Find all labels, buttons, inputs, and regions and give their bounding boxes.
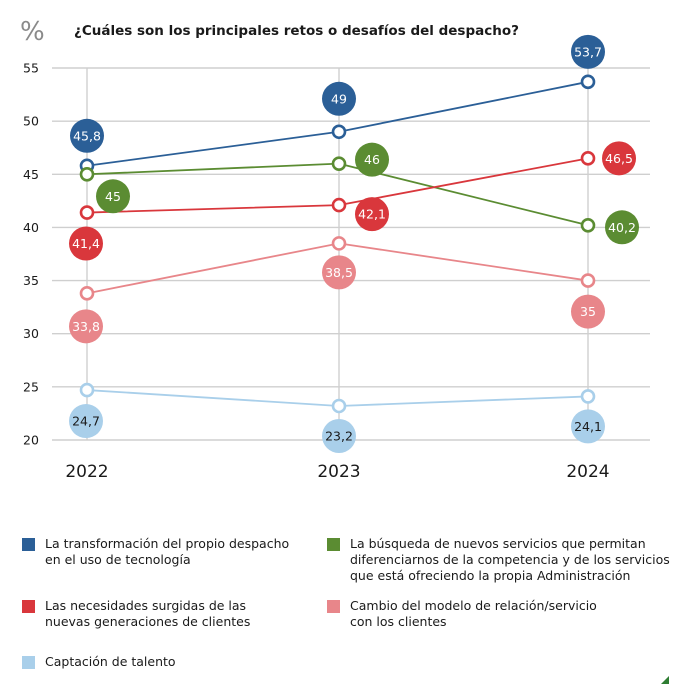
data-point	[580, 273, 596, 288]
data-label: 46	[364, 152, 380, 167]
legend-label: Las necesidades surgidas de las nuevas ge…	[45, 598, 250, 630]
legend-label-line: La transformación del propio despacho	[45, 536, 290, 551]
legend-swatch	[22, 538, 35, 551]
data-label: 49	[331, 91, 347, 106]
data-label: 38,5	[325, 265, 353, 280]
data-label: 24,1	[574, 419, 602, 434]
legend-label-line: Las necesidades surgidas de las	[45, 598, 247, 613]
data-label-bubble	[571, 294, 605, 329]
data-label: 40,2	[608, 220, 636, 235]
data-labels: 45,8 49 53,7 45 46 40,2 41,4 42,1 46,5 33,8 38,5 35…	[69, 34, 639, 453]
data-points	[79, 74, 596, 414]
data-label-bubble	[69, 226, 103, 261]
data-label: 35	[580, 304, 596, 319]
data-label: 42,1	[358, 207, 386, 222]
data-label: 45	[105, 189, 121, 204]
line-chart: % ¿Cuáles son los principales retos o de…	[20, 17, 650, 482]
y-axis-ticks: 55 50 45 40 35 30 25 20	[23, 61, 39, 448]
data-label-bubble	[322, 255, 356, 290]
legend-swatch	[22, 656, 35, 669]
x-tick-label: 2023	[317, 462, 360, 482]
data-label-bubble	[355, 197, 389, 232]
legend-swatch	[22, 600, 35, 613]
y-tick-label: 50	[23, 114, 39, 129]
y-tick-label: 35	[23, 273, 39, 288]
data-label: 53,7	[574, 44, 602, 59]
legend-label-line: diferenciarnos de la competencia y de lo…	[350, 552, 670, 567]
data-point	[331, 398, 347, 414]
legend-label: La búsqueda de nuevos servicios que perm…	[350, 536, 670, 584]
chart-title: ¿Cuáles son los principales retos o desa…	[74, 23, 519, 39]
data-point	[331, 124, 347, 140]
legend-label-line: en el uso de tecnología	[45, 552, 191, 567]
legend-label: Captación de talento	[45, 654, 176, 670]
data-label: 45,8	[73, 128, 101, 143]
data-label-bubble	[571, 34, 605, 69]
legend-label-line: nuevas generaciones de clientes	[45, 614, 251, 629]
data-point	[580, 74, 596, 90]
data-label-bubble	[602, 141, 636, 176]
data-point	[331, 236, 347, 251]
legend-label-line: Captación de talento	[45, 654, 176, 669]
x-axis-ticks: 2022 2023 2024	[65, 462, 609, 482]
legend-label-line: Cambio del modelo de relación/servicio	[350, 598, 597, 613]
legend-item: Captación de talento	[22, 654, 176, 670]
legend-item: La transformación del propio despacho en …	[22, 536, 289, 568]
unit-symbol: %	[20, 17, 45, 47]
data-point	[331, 197, 347, 213]
data-label-bubble	[571, 409, 605, 444]
y-tick-label: 25	[23, 379, 39, 394]
data-point	[331, 156, 347, 171]
data-label: 24,7	[72, 414, 100, 429]
data-label: 46,5	[605, 151, 633, 166]
grid	[52, 67, 650, 441]
data-label-bubble	[322, 81, 356, 116]
data-point	[79, 382, 95, 398]
data-point	[580, 389, 596, 404]
legend-label: La transformación del propio despacho en …	[45, 536, 289, 568]
data-label-bubble	[355, 142, 389, 177]
legend-item: Las necesidades surgidas de las nuevas ge…	[22, 598, 250, 630]
legend-label-line: La búsqueda de nuevos servicios que perm…	[350, 536, 646, 551]
data-label-bubble	[70, 118, 104, 153]
legend-swatch	[327, 538, 340, 551]
x-tick-label: 2024	[566, 462, 609, 482]
data-label-bubble	[322, 418, 356, 453]
y-tick-label: 45	[23, 167, 39, 182]
data-label: 23,2	[325, 428, 353, 443]
data-label-bubble	[605, 210, 639, 245]
data-label-bubble	[69, 309, 103, 344]
y-tick-label: 20	[23, 433, 39, 448]
y-tick-label: 55	[23, 61, 39, 76]
data-label-bubble	[96, 179, 130, 214]
legend-label-line: con los clientes	[350, 614, 447, 629]
data-label: 33,8	[72, 319, 100, 334]
y-tick-label: 30	[23, 326, 39, 341]
legend-item: Cambio del modelo de relación/servicio co…	[327, 598, 597, 630]
data-point	[79, 205, 95, 220]
legend-label: Cambio del modelo de relación/servicio co…	[350, 598, 597, 630]
y-tick-label: 40	[23, 220, 39, 235]
legend-item: La búsqueda de nuevos servicios que perm…	[327, 536, 670, 584]
data-point	[79, 286, 95, 301]
data-point	[79, 166, 95, 182]
corner-mark	[661, 676, 669, 684]
legend-label-line: que está ofreciendo la propia Administra…	[350, 568, 631, 583]
data-point	[580, 151, 596, 166]
x-tick-label: 2022	[65, 462, 108, 482]
data-label: 41,4	[72, 236, 100, 251]
legend: La transformación del propio despacho en …	[0, 528, 675, 678]
legend-swatch	[327, 600, 340, 613]
data-point	[580, 218, 596, 233]
data-label-bubble	[69, 404, 103, 439]
